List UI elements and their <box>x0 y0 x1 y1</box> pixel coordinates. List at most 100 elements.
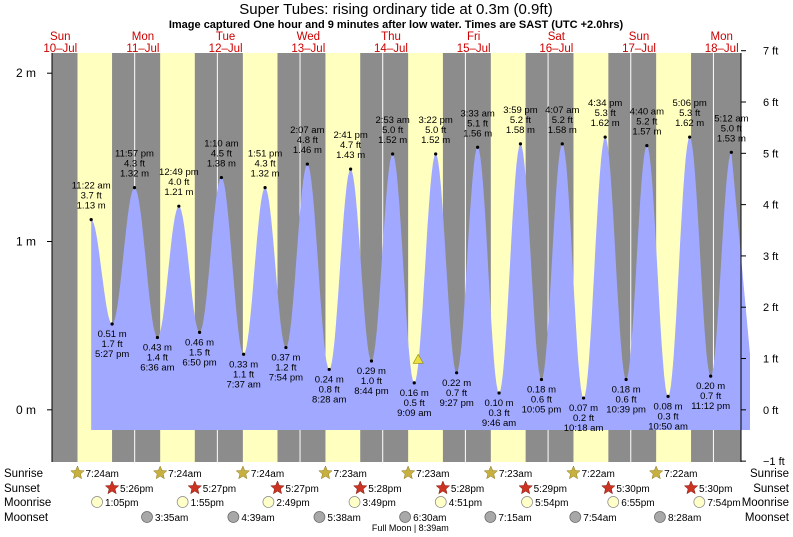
tide-area <box>91 137 750 430</box>
low-tide-label: 0.6 ft <box>531 395 552 406</box>
sun-moon-rows: Sunrise Sunrise Sunset Sunset Moonrise Moonri… <box>4 465 790 533</box>
high-tide-label: 4:40 am <box>630 107 664 118</box>
high-tide-label: 1.58 m <box>548 125 577 136</box>
high-tide-label: 1.43 m <box>336 150 365 161</box>
low-tide-label: 0.43 m <box>143 342 172 353</box>
moonset-icon <box>313 511 326 523</box>
low-tide-label: 10:18 am <box>564 423 604 434</box>
low-tide-point <box>284 345 288 350</box>
low-tide-label: 0.20 m <box>696 381 725 392</box>
day-of-week-label: Tue <box>216 31 235 43</box>
day-of-week-label: Wed <box>297 31 320 43</box>
low-tide-label: 0.5 ft <box>404 398 425 409</box>
low-tide-label: 8:44 pm <box>354 386 388 397</box>
low-tide-label: 0.3 ft <box>488 408 509 419</box>
chart-subtitle: Image captured One hour and 9 minutes af… <box>169 19 624 31</box>
high-tide-label: 4.7 ft <box>340 140 361 151</box>
moonset-icon <box>569 511 582 523</box>
low-tide-label: 0.08 m <box>654 401 683 412</box>
low-tide-point <box>242 352 246 356</box>
right-axis-label: 1 ft <box>763 354 778 366</box>
low-tide-point <box>624 377 628 382</box>
high-tide-label: 4:34 pm <box>588 98 622 109</box>
sunrise-time: 7:23am <box>499 469 532 480</box>
low-tide-point <box>581 396 586 400</box>
date-label: 18–Jul <box>705 43 739 55</box>
high-tide-label: 11:57 pm <box>115 149 154 160</box>
sunrise-star-icon <box>235 465 251 480</box>
high-tide-label: 1.52 m <box>421 135 450 146</box>
low-tide-point <box>539 377 544 382</box>
low-tide-label: 0.22 m <box>442 378 471 389</box>
low-tide-label: 1.0 ft <box>361 376 382 387</box>
high-tide-label: 1.62 m <box>591 118 620 129</box>
sunrise-row-label-right: Sunrise <box>750 468 789 480</box>
high-tide-label: 3:59 pm <box>503 105 537 116</box>
high-tide-label: 11:22 am <box>72 181 111 192</box>
high-tide-label: 5.0 ft <box>425 125 446 136</box>
low-tide-point <box>412 381 416 385</box>
low-tide-label: 9:27 pm <box>439 398 473 409</box>
low-tide-label: 7:37 am <box>226 379 260 390</box>
low-tide-label: 0.37 m <box>271 353 300 364</box>
low-tide-label: 0.18 m <box>527 385 556 396</box>
right-axis-label: 7 ft <box>763 46 778 58</box>
low-tide-label: 8:28 am <box>312 394 346 405</box>
sunrise-star-icon <box>152 465 168 480</box>
low-tide-label: 0.51 m <box>98 329 127 340</box>
sunset-row-label-right: Sunset <box>753 483 790 495</box>
low-tide-label: 7:54 pm <box>269 373 303 384</box>
low-tide-point <box>709 374 713 378</box>
low-tide-label: 0.7 ft <box>446 388 467 399</box>
right-axis-label: 6 ft <box>763 97 778 109</box>
high-tide-label: 4:07 am <box>545 105 579 116</box>
low-tide-label: 5:27 pm <box>95 349 129 360</box>
high-tide-label: 1.46 m <box>293 145 322 156</box>
sunset-time: 5:28pm <box>451 484 484 495</box>
sunset-time: 5:29pm <box>534 484 567 495</box>
high-tide-label: 1.56 m <box>463 128 492 139</box>
day-of-week-label: Sat <box>548 31 566 43</box>
high-tide-point <box>89 218 93 222</box>
low-tide-label: 0.10 m <box>485 398 514 409</box>
low-tide-label: 6:36 am <box>140 362 174 373</box>
sunset-star-icon <box>683 480 699 495</box>
sunset-time: 5:28pm <box>368 484 401 495</box>
low-tide-label: 1.5 ft <box>189 347 210 358</box>
high-tide-label: 5.0 ft <box>382 125 403 136</box>
high-tide-point <box>729 150 733 154</box>
high-tide-point <box>560 142 564 146</box>
low-tide-label: 1.4 ft <box>147 352 168 363</box>
moonrise-row-label-left: Moonrise <box>4 497 51 509</box>
sunrise-star-icon <box>648 465 664 480</box>
moonrise-time: 1:55pm <box>191 498 224 509</box>
sunset-time: 5:26pm <box>120 484 153 495</box>
high-tide-label: 2:53 am <box>375 115 409 126</box>
day-of-week-label: Thu <box>381 31 401 43</box>
high-tide-label: 1.53 m <box>717 133 746 144</box>
sunset-time: 5:27pm <box>285 484 318 495</box>
high-tide-point <box>434 152 438 156</box>
low-tide-label: 0.33 m <box>229 359 258 370</box>
sunset-star-icon <box>601 480 616 495</box>
high-tide-label: 5.2 ft <box>636 117 657 128</box>
sunrise-star-icon <box>483 465 499 480</box>
high-tide-point <box>688 135 692 139</box>
sunset-time: 5:30pm <box>699 484 732 495</box>
left-axis-label: 2 m <box>16 66 36 80</box>
moonrise-time: 7:54pm <box>707 498 740 509</box>
high-tide-label: 4.5 ft <box>211 149 232 160</box>
moon-phase-label: Full Moon | 8:39am <box>372 523 449 533</box>
date-label: 11–Jul <box>126 43 159 55</box>
low-tide-point <box>197 330 202 334</box>
sunset-star-icon <box>352 480 368 495</box>
high-tide-label: 4.8 ft <box>297 135 318 146</box>
moonset-row-label-left: Moonset <box>4 512 49 524</box>
sunset-star-icon <box>104 480 120 495</box>
left-axis-label: 1 m <box>16 235 36 249</box>
moonrise-icon <box>693 496 706 508</box>
moonset-time: 7:54am <box>583 513 616 524</box>
high-tide-label: 1.58 m <box>506 125 535 136</box>
high-tide-label: 12:49 pm <box>159 167 199 178</box>
sunset-star-icon <box>270 480 285 495</box>
